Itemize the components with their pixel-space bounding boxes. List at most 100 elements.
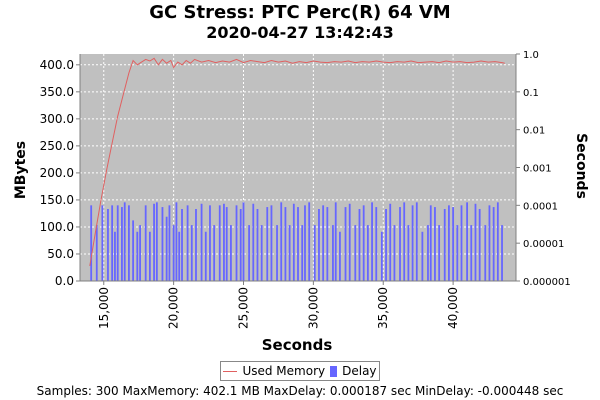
delay-bar (218, 205, 221, 281)
delay-bar (301, 225, 304, 281)
delay-bar (107, 208, 109, 281)
delay-bar (239, 208, 242, 281)
legend: Used Memory Delay (220, 361, 380, 381)
delay-bar (332, 225, 334, 281)
y-left-tick-label: 150.0 (40, 193, 74, 207)
delay-bar (304, 205, 306, 281)
delay-bar (407, 225, 410, 281)
delay-bar (429, 205, 432, 281)
delay-bar (276, 225, 278, 281)
delay-bar (242, 202, 245, 281)
delay-bar (288, 225, 291, 281)
delay-bar (175, 202, 178, 281)
y-left-tick-label: 100.0 (40, 220, 74, 234)
delay-bar (371, 202, 373, 281)
y-axis-label-left: MBytes (13, 141, 29, 199)
delay-bar (358, 208, 361, 281)
legend-delay-label: Delay (342, 364, 377, 378)
delay-bar (101, 205, 104, 281)
delay-bar (153, 203, 155, 281)
delay-bar (123, 202, 126, 281)
y-right-tick-label: 0.1 (523, 88, 539, 99)
delay-bar (266, 207, 269, 281)
legend-memory-label: Used Memory (242, 364, 326, 378)
delay-bar (248, 225, 250, 281)
x-tick-label: 15,000 (97, 287, 111, 329)
delay-bar (460, 205, 463, 281)
delay-bar (366, 225, 369, 281)
delay-bar (172, 225, 175, 281)
delay-bar (114, 231, 116, 281)
x-tick-label: 20,000 (167, 287, 181, 329)
delay-bar (168, 205, 171, 281)
y-left-tick-label: 50.0 (47, 247, 74, 261)
delay-bar (389, 203, 392, 281)
delay-bar (116, 205, 119, 281)
x-tick-label: 35,000 (376, 287, 390, 329)
y-left-tick-label: 300.0 (40, 112, 74, 126)
delay-bar (225, 207, 228, 281)
delay-bar (415, 202, 418, 281)
y-left-tick-label: 250.0 (40, 139, 74, 153)
delay-bar (308, 202, 311, 281)
delay-bar (292, 203, 295, 281)
delay-bar (362, 205, 365, 281)
x-tick-label: 40,000 (446, 287, 460, 329)
delay-bar (354, 225, 357, 281)
y-right-tick-label: 0.001 (523, 164, 552, 175)
y-right-tick-label: 0.000001 (523, 277, 571, 288)
legend-delay-swatch (330, 365, 338, 377)
y-left-tick-label: 350.0 (40, 85, 74, 99)
delay-bar (223, 203, 225, 281)
delay-bar (313, 225, 316, 281)
delay-bar (230, 225, 232, 281)
delay-bar (496, 202, 499, 281)
delay-bar (235, 205, 238, 281)
delay-bar (448, 205, 450, 281)
delay-bar (438, 225, 441, 281)
delay-bar (399, 207, 401, 281)
delay-bar (474, 203, 477, 281)
delay-bar (209, 205, 211, 281)
delay-bar (204, 231, 207, 281)
delay-bar (195, 208, 197, 281)
delay-bar (95, 225, 98, 281)
delay-bar (393, 225, 396, 281)
delay-bar (144, 205, 147, 281)
delay-bar (136, 231, 139, 281)
legend-memory-swatch (223, 370, 238, 372)
delay-bar (256, 208, 259, 281)
delay-bar (344, 207, 347, 281)
delay-bar (492, 207, 495, 281)
delay-bar (478, 208, 481, 281)
delay-bar (121, 207, 123, 281)
delay-bar (434, 207, 436, 281)
delay-bar (181, 208, 183, 281)
delay-bar (190, 225, 193, 281)
delay-bar (280, 202, 283, 281)
delay-bar (385, 208, 387, 281)
delay-bar (470, 225, 473, 281)
stats-footer: Samples: 300 MaxMemory: 402.1 MB MaxDela… (36, 384, 564, 398)
delay-bar (348, 203, 351, 281)
y-right-tick-label: 0.0001 (523, 201, 558, 212)
delay-bar (339, 231, 341, 281)
chart-subtitle: 2020-04-27 13:42:43 (206, 23, 394, 42)
delay-bar (148, 231, 151, 281)
delay-bar (213, 225, 216, 281)
y-right-tick-label: 0.00001 (523, 239, 564, 250)
x-tick-label: 25,000 (237, 287, 251, 329)
delay-bar (111, 205, 114, 281)
delay-bar (155, 202, 158, 281)
delay-bar (427, 225, 429, 281)
delay-bar (128, 205, 130, 281)
delay-bar (270, 205, 273, 281)
delay-bar (165, 216, 168, 281)
y-left-tick-label: 200.0 (40, 166, 74, 180)
delay-bar (284, 207, 287, 281)
delay-bar (260, 225, 263, 281)
delay-bar (161, 207, 164, 281)
delay-bar (178, 231, 181, 281)
delay-bar (90, 205, 93, 281)
